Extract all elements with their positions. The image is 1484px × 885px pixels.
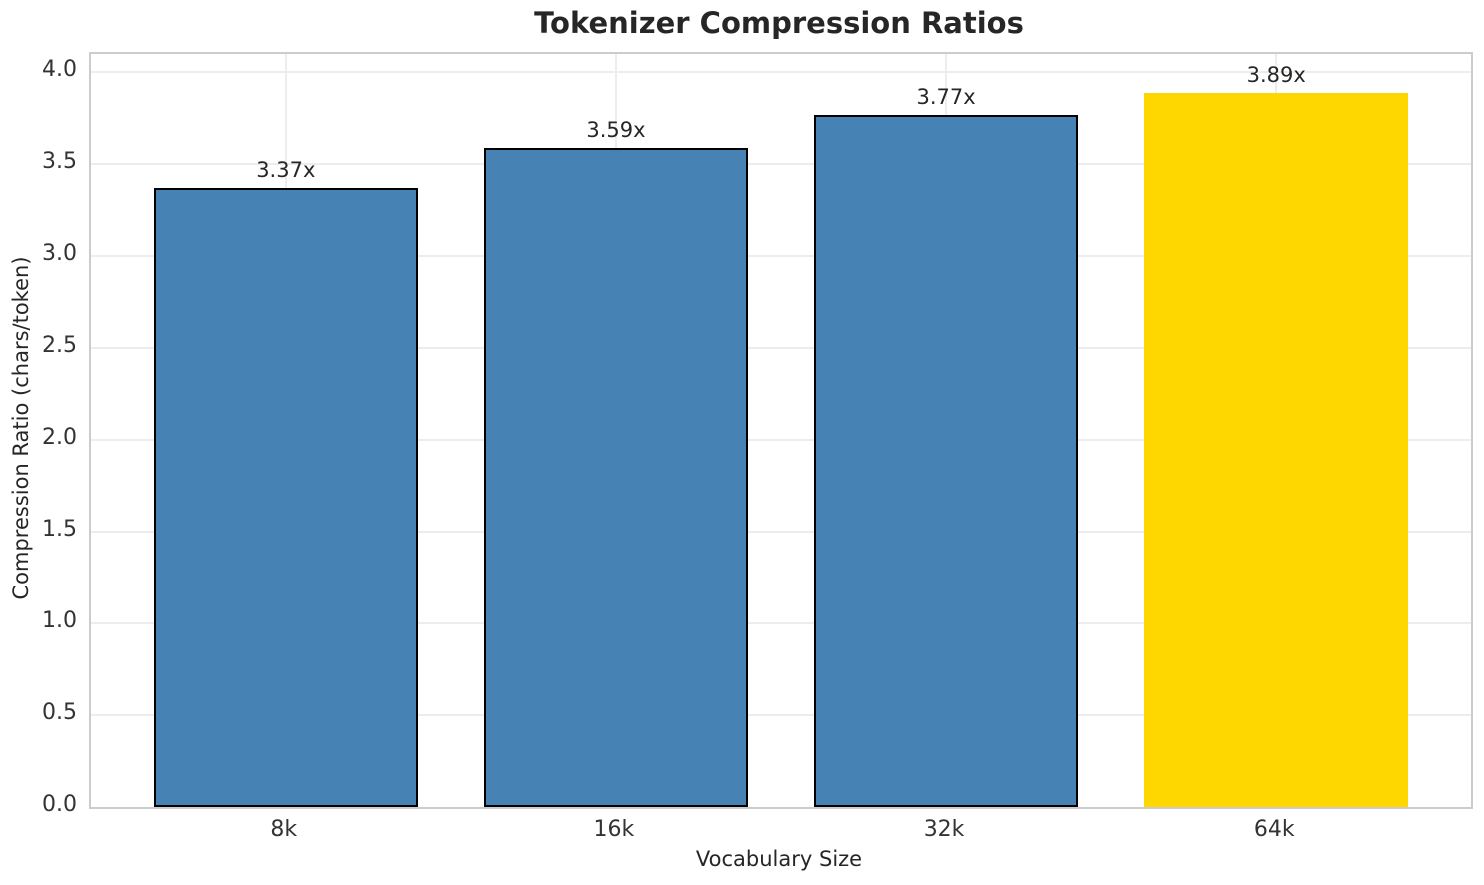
y-tick-label: 3.5: [42, 149, 77, 175]
bar-value-label: 3.77x: [916, 84, 976, 109]
h-gridline: [91, 255, 1471, 258]
y-tick-label: 3.0: [42, 241, 77, 267]
plot-area: 3.37x 3.59x 3.77x 3.89x: [89, 52, 1473, 809]
bar-value-label: 3.89x: [1246, 62, 1306, 87]
y-tick-label: 1.5: [42, 516, 77, 542]
bar-value-label: 3.59x: [586, 117, 646, 142]
y-tick-label: 2.0: [42, 424, 77, 450]
x-tick-label: 32k: [923, 817, 965, 842]
y-tick-label: 2.5: [42, 332, 77, 358]
bar-value-label: 3.37x: [256, 158, 316, 183]
h-gridline: [91, 530, 1471, 533]
h-gridline: [91, 346, 1471, 349]
bar-16k: [483, 147, 748, 807]
x-tick-label: 8k: [270, 817, 298, 842]
h-gridline: [91, 714, 1471, 717]
y-tick-label: 1.0: [42, 608, 77, 634]
y-tick-label: 0.5: [42, 700, 77, 726]
chart-title: Tokenizer Compression Ratios: [534, 6, 1024, 40]
h-gridline: [91, 163, 1471, 166]
bar-32k: [814, 114, 1079, 807]
y-tick-label: 0.0: [42, 792, 77, 817]
x-tick-label: 64k: [1253, 817, 1295, 842]
h-gridline: [91, 438, 1471, 441]
h-gridline: [91, 622, 1471, 625]
h-gridline: [91, 71, 1471, 74]
x-tick-label: 16k: [593, 817, 635, 842]
bar-64k: [1144, 92, 1409, 807]
bar-8k: [153, 188, 418, 807]
x-axis-label: Vocabulary Size: [695, 847, 863, 871]
y-tick-label: 4.0: [42, 57, 77, 83]
